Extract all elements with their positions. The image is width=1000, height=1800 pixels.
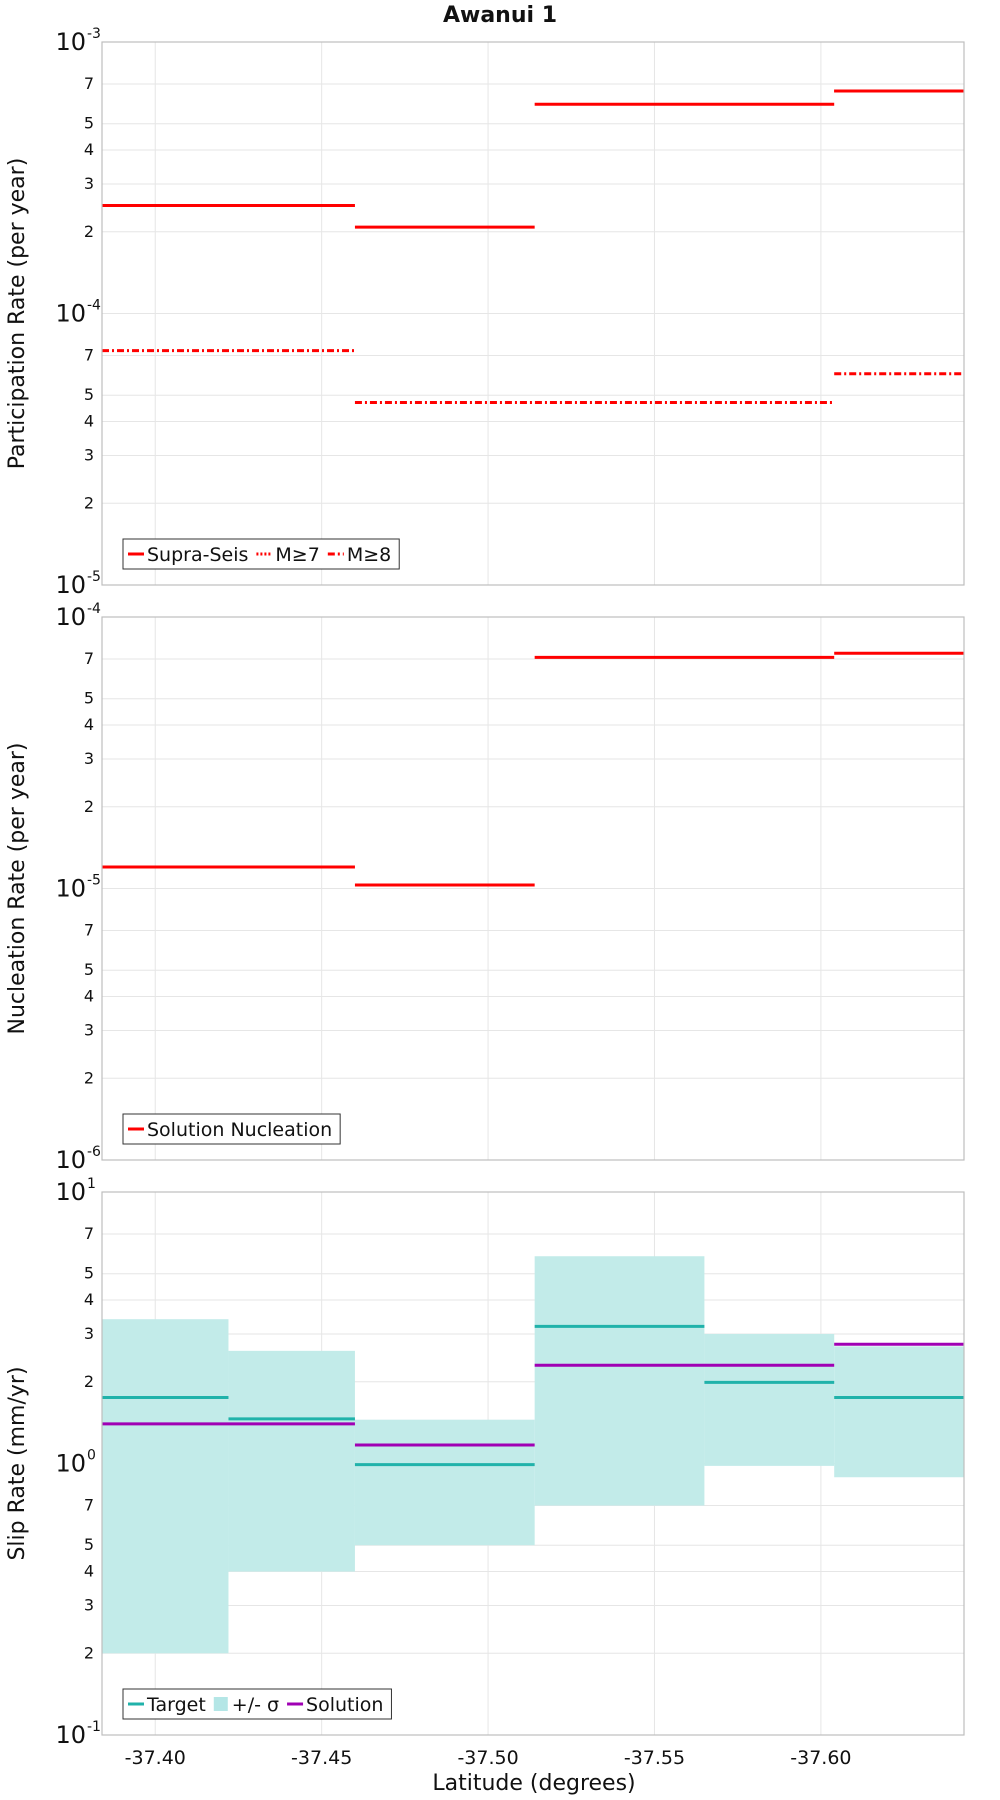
legend-swatch xyxy=(213,1697,228,1711)
legend: Supra-Seis M≥7 M≥8 xyxy=(122,538,400,570)
y-major-tick-label: 10 xyxy=(55,1146,86,1174)
x-tick-label: -37.45 xyxy=(291,1747,352,1769)
y-tick-label: 4 xyxy=(84,1562,94,1581)
y-axis-label: Nucleation Rate (per year) xyxy=(5,743,30,1035)
y-tick-label: 2 xyxy=(84,1372,94,1391)
y-major-tick-exponent: 0 xyxy=(87,1448,96,1464)
y-tick-label: 7 xyxy=(84,1496,94,1515)
y-tick-label: 4 xyxy=(84,140,94,159)
y-tick-label: 4 xyxy=(84,412,94,431)
y-major-tick-exponent: -5 xyxy=(87,873,101,889)
legend-box xyxy=(122,1113,341,1145)
y-tick-label: 5 xyxy=(84,1535,94,1554)
x-tick-label: -37.60 xyxy=(790,1747,851,1769)
y-tick-label: 5 xyxy=(84,689,94,708)
y-tick-label: 3 xyxy=(84,174,94,193)
y-major-tick-label: 10 xyxy=(55,1450,86,1478)
legend-label: Solution xyxy=(306,1694,383,1716)
sigma-band xyxy=(834,1346,964,1478)
legend-label: Supra-Seis xyxy=(147,544,248,566)
y-major-tick-exponent: -1 xyxy=(87,1719,101,1735)
sigma-band xyxy=(102,1319,229,1654)
y-tick-label: 7 xyxy=(84,649,94,668)
sigma-band xyxy=(704,1333,835,1466)
y-tick-label: 2 xyxy=(84,797,94,816)
legend: Solution Nucleation xyxy=(122,1113,341,1145)
legend-box xyxy=(122,1688,392,1720)
y-major-tick-exponent: -4 xyxy=(87,298,101,314)
y-tick-label: 2 xyxy=(84,493,94,512)
legend-label: Solution Nucleation xyxy=(147,1119,332,1141)
x-tick-label: -37.55 xyxy=(624,1747,685,1769)
sigma-band xyxy=(534,1256,705,1506)
y-major-tick-exponent: 1 xyxy=(87,1176,96,1192)
y-major-tick-label: 10 xyxy=(55,300,86,328)
y-major-tick-label: 10 xyxy=(55,28,86,56)
y-tick-label: 7 xyxy=(84,921,94,940)
y-major-tick-exponent: -4 xyxy=(87,601,101,617)
y-tick-label: 5 xyxy=(84,1264,94,1283)
y-axis-label: Slip Rate (mm/yr) xyxy=(5,1366,30,1560)
x-tick-label: -37.50 xyxy=(457,1747,518,1769)
y-axis-label: Participation Rate (per year) xyxy=(5,158,30,470)
y-tick-label: 3 xyxy=(84,749,94,768)
y-tick-label: 5 xyxy=(84,114,94,133)
y-tick-label: 7 xyxy=(84,74,94,93)
y-major-tick-label: 10 xyxy=(55,875,86,903)
y-tick-label: 3 xyxy=(84,445,94,464)
y-tick-label: 2 xyxy=(84,222,94,241)
y-major-tick-label: 10 xyxy=(55,603,86,631)
plot-frame xyxy=(101,41,965,586)
x-axis-label: Latitude (degrees) xyxy=(432,1771,635,1796)
y-tick-label: 3 xyxy=(84,1020,94,1039)
legend-label: M≥7 xyxy=(275,544,319,566)
y-tick-label: 7 xyxy=(84,1224,94,1243)
y-tick-label: 3 xyxy=(84,1324,94,1343)
y-tick-label: 2 xyxy=(84,1643,94,1662)
sigma-band xyxy=(228,1350,355,1572)
plot-frame xyxy=(101,1191,965,1736)
legend: Target +/- σ Solution xyxy=(122,1688,392,1720)
y-major-tick-label: 10 xyxy=(55,1178,86,1206)
chart-title: Awanui 1 xyxy=(443,3,557,28)
y-major-tick-exponent: -6 xyxy=(87,1144,101,1160)
y-tick-label: 4 xyxy=(84,987,94,1006)
y-major-tick-label: 10 xyxy=(55,1721,86,1749)
legend-label: +/- σ xyxy=(232,1694,279,1716)
legend-label: M≥8 xyxy=(347,544,391,566)
y-tick-label: 2 xyxy=(84,1068,94,1087)
y-tick-label: 7 xyxy=(84,346,94,365)
y-major-tick-exponent: -5 xyxy=(87,569,101,585)
plot-frame xyxy=(101,616,965,1161)
y-major-tick-exponent: -3 xyxy=(87,26,101,42)
y-major-tick-label: 10 xyxy=(55,571,86,599)
y-tick-label: 3 xyxy=(84,1595,94,1614)
y-tick-label: 5 xyxy=(84,385,94,404)
y-tick-label: 4 xyxy=(84,1290,94,1309)
legend-label: Target xyxy=(146,1694,206,1716)
sigma-band xyxy=(354,1419,535,1546)
y-tick-label: 5 xyxy=(84,960,94,979)
x-tick-label: -37.40 xyxy=(125,1747,186,1769)
y-tick-label: 4 xyxy=(84,715,94,734)
